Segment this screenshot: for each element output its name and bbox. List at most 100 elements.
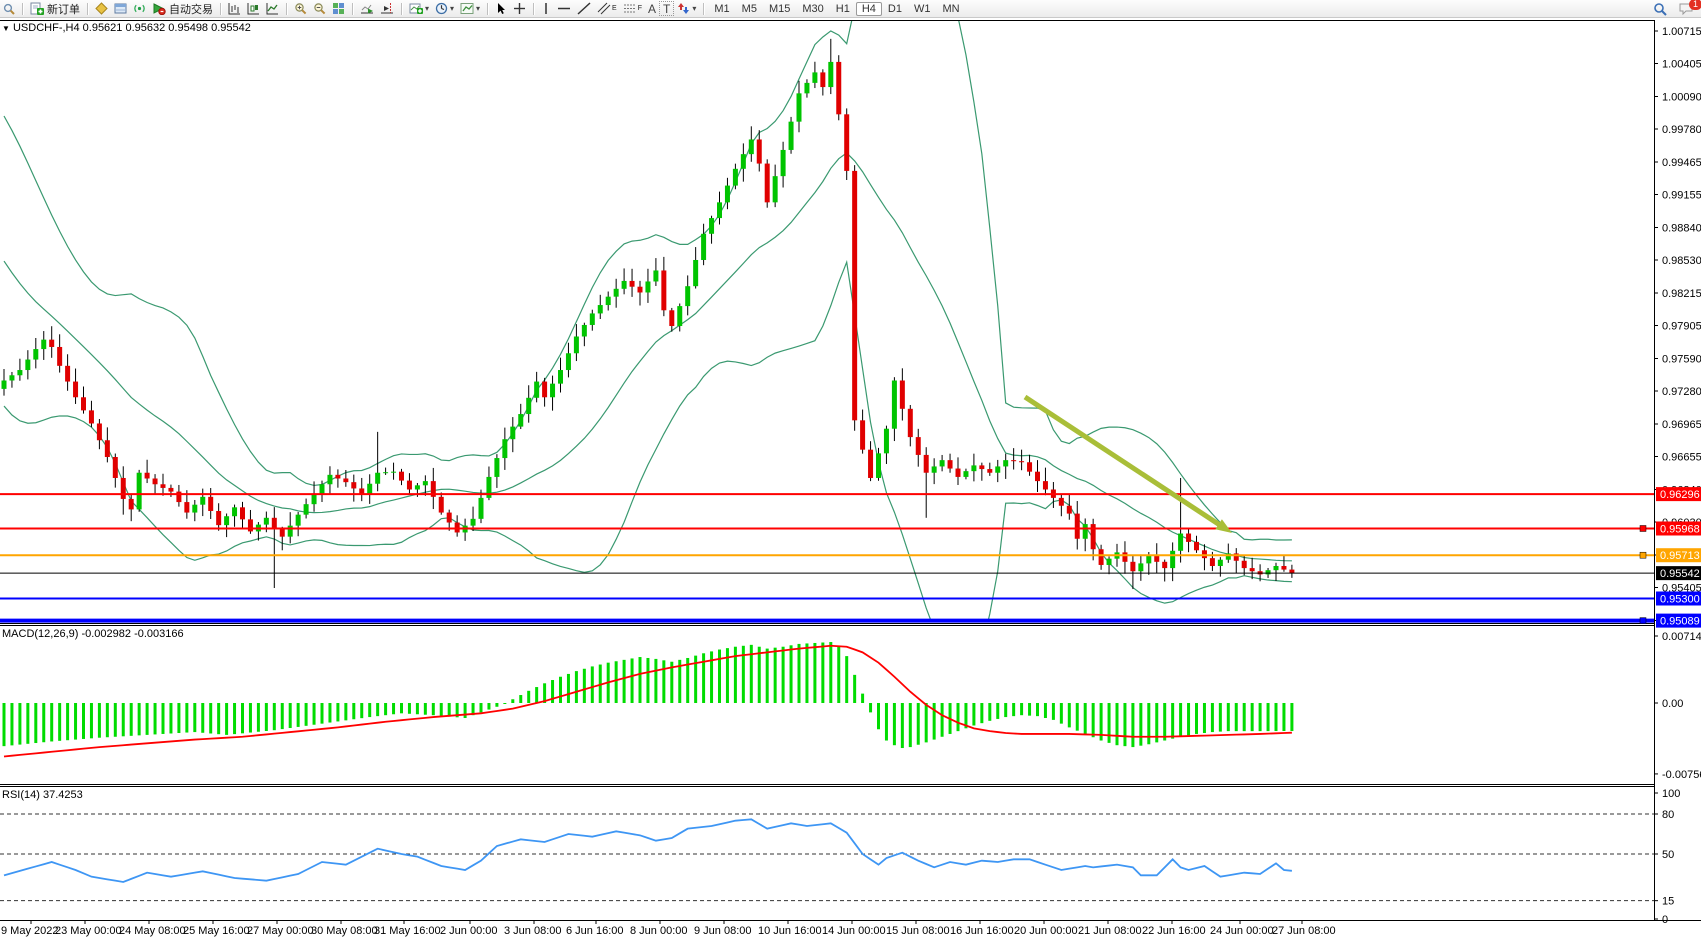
price-tick-label: 0.98215 (1662, 288, 1701, 300)
horizontal-line-tool[interactable] (554, 1, 574, 16)
channel-sub-label: E (612, 5, 617, 12)
rsi-axis-label: 80 (1662, 809, 1674, 821)
symbol-ohlc-text: USDCHF-,H4 0.95621 0.95632 0.95498 0.955… (12, 22, 251, 34)
text-label-tool-label: T (663, 1, 671, 16)
rsi-axis-label: 15 (1662, 896, 1674, 908)
price-label-text: 0.95713 (1660, 550, 1700, 562)
price-tick-label: 0.96655 (1662, 451, 1701, 463)
chevron-down-icon: ▾ (692, 4, 697, 13)
separator (352, 2, 353, 15)
time-axis-label: 31 May 16:00 (374, 925, 441, 937)
search-icon[interactable] (1650, 1, 1670, 16)
timeframe-h1[interactable]: H1 (835, 2, 850, 15)
styles-icon[interactable] (92, 1, 111, 16)
symbol-header[interactable]: ▼ USDCHF-,H4 0.95621 0.95632 0.95498 0.9… (2, 22, 251, 34)
time-axis-label: 22 Jun 16:00 (1142, 925, 1206, 937)
indicators-button[interactable]: ▾ (406, 1, 432, 16)
chevron-down-icon: ▾ (476, 4, 481, 13)
time-axis-label: 9 Jun 08:00 (694, 925, 752, 937)
templates-button[interactable]: ▾ (457, 1, 483, 16)
time-axis-label: 23 May 00:00 (55, 925, 122, 937)
price-label-box (1656, 613, 1701, 628)
price-tick-label: 0.97905 (1662, 320, 1701, 332)
text-tool[interactable]: A (645, 1, 659, 16)
time-axis-label: 6 Jun 16:00 (566, 925, 624, 937)
chart-shift-button[interactable] (377, 1, 397, 16)
price-label-box (1656, 566, 1701, 581)
price-tick-label: 0.95405 (1662, 582, 1701, 594)
price-tick-label: 0.97280 (1662, 386, 1701, 398)
time-axis-label: 9 May 2022 (1, 925, 58, 937)
zoom-in-button[interactable] (291, 1, 310, 16)
timeframe-m5[interactable]: M5 (741, 2, 757, 15)
new-order-label: 新订单 (47, 3, 80, 16)
chevron-down-icon: ▾ (450, 4, 455, 13)
text-label-tool[interactable]: T (659, 1, 675, 16)
timeframe-m30[interactable]: M30 (802, 2, 824, 15)
trend-arrowhead (1215, 519, 1232, 533)
price-tick-label: 1.00405 (1662, 58, 1701, 70)
macd-header[interactable]: MACD(12,26,9) -0.002982 -0.003166 (2, 628, 184, 640)
signals-icon[interactable] (130, 1, 149, 16)
data-window-icon[interactable] (111, 1, 130, 16)
notifications-button[interactable]: 1 (1676, 0, 1701, 16)
time-axis-label: 2 Jun 00:00 (440, 925, 498, 937)
price-label-text: 0.95968 (1660, 523, 1700, 535)
time-axis-label: 21 Jun 08:00 (1078, 925, 1142, 937)
auto-trading-button[interactable]: 自动交易 (149, 1, 216, 16)
time-axis-label: 27 May 00:00 (247, 925, 314, 937)
vertical-line-tool[interactable] (538, 1, 554, 16)
trendline-tool[interactable] (574, 1, 594, 16)
separator (533, 2, 535, 15)
chevron-down-icon: ▾ (425, 4, 430, 13)
price-tick-label: 1.00715 (1662, 26, 1701, 38)
time-axis-label: 16 Jun 16:00 (950, 925, 1014, 937)
time-axis-label: 8 Jun 00:00 (630, 925, 688, 937)
price-label-box (1656, 548, 1701, 563)
candlestick-chart-button[interactable] (244, 1, 263, 16)
timeframe-bar: M1 M5 M15 M30 H1 H4 D1 W1 MN (708, 1, 965, 16)
rsi-axis-label: 0 (1662, 914, 1668, 926)
trend-arrow-line (1023, 394, 1226, 530)
timeframe-d1[interactable]: D1 (887, 2, 902, 15)
rsi-axis-label: 100 (1662, 788, 1680, 800)
cursor-button[interactable] (492, 1, 510, 16)
fibonacci-tool[interactable]: F (620, 1, 645, 16)
price-label-text: 0.95542 (1660, 568, 1700, 580)
price-tick-label: 0.96965 (1662, 419, 1701, 431)
price-tick-label: 0.99780 (1662, 124, 1701, 136)
separator (286, 2, 287, 15)
price-label-box (1656, 521, 1701, 536)
line-chart-button[interactable] (263, 1, 282, 16)
timeframe-mn[interactable]: MN (942, 2, 960, 15)
time-axis-label: 3 Jun 08:00 (504, 925, 562, 937)
equidistant-channel-tool[interactable]: E (594, 1, 620, 16)
toolbar: 新订单 自动交易 (0, 0, 1701, 18)
time-axis-label: 25 May 16:00 (183, 925, 250, 937)
time-axis-label: 24 Jun 00:00 (1210, 925, 1274, 937)
time-axis-label: 24 May 08:00 (119, 925, 186, 937)
macd-axis-label: -0.007561 (1662, 769, 1701, 781)
auto-scroll-button[interactable] (357, 1, 377, 16)
auto-trading-label: 自动交易 (169, 3, 213, 16)
separator (220, 2, 221, 15)
file-icon[interactable] (0, 1, 18, 16)
periods-button[interactable]: ▾ (432, 1, 457, 16)
timeframe-m15[interactable]: M15 (768, 2, 791, 15)
timeframe-h4[interactable]: H4 (855, 1, 882, 16)
timeframe-w1[interactable]: W1 (913, 2, 931, 15)
timeframe-m1[interactable]: M1 (714, 2, 730, 15)
arrows-tool[interactable]: ▾ (674, 1, 699, 16)
crosshair-button[interactable] (510, 1, 529, 16)
time-axis-label: 30 May 08:00 (311, 925, 378, 937)
rsi-header[interactable]: RSI(14) 37.4253 (2, 789, 83, 801)
tile-windows-button[interactable] (329, 1, 348, 16)
collapse-arrow-icon[interactable]: ▼ (2, 24, 10, 33)
zoom-out-button[interactable] (310, 1, 329, 16)
price-tick-label: 1.00090 (1662, 92, 1701, 104)
price-label-box (1656, 487, 1701, 502)
text-tool-label: A (648, 1, 657, 16)
new-order-button[interactable]: 新订单 (27, 1, 83, 16)
bar-chart-button[interactable] (225, 1, 244, 16)
